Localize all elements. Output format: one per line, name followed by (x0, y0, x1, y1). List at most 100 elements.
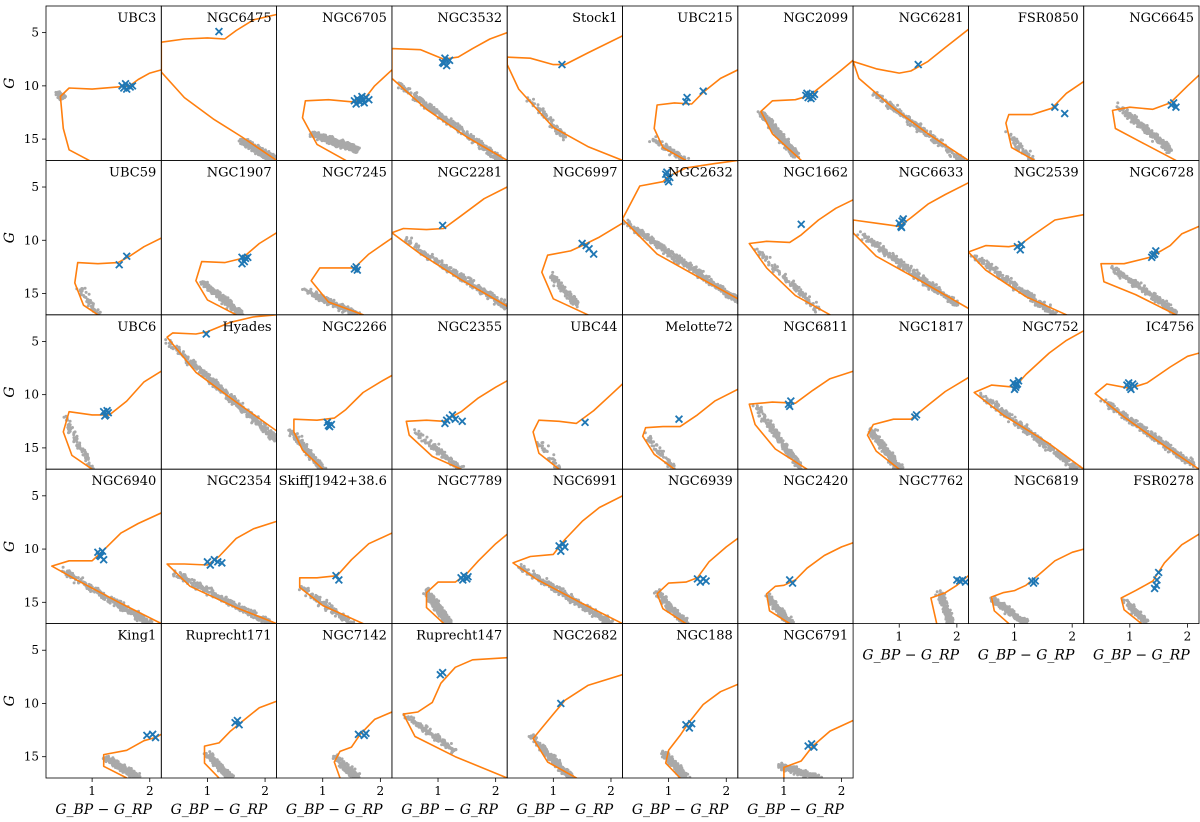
member-star (272, 162, 275, 165)
panel-title: NGC6475 (207, 11, 272, 26)
panel-content (749, 200, 853, 315)
member-star (982, 262, 985, 265)
member-star (1143, 284, 1146, 287)
member-star (409, 242, 412, 245)
member-star (466, 130, 469, 133)
panel-ngc6633: NGC6633 (853, 160, 968, 314)
member-star (549, 275, 552, 278)
member-star (721, 285, 724, 288)
member-star (537, 103, 540, 106)
member-star (906, 123, 909, 126)
member-star (426, 104, 429, 107)
member-star (665, 143, 668, 146)
panel-content (853, 29, 968, 162)
member-star (469, 279, 472, 282)
member-star (210, 291, 213, 294)
member-star (669, 146, 672, 149)
panel-title: NGC6645 (1129, 11, 1194, 26)
panel-title: UBC59 (109, 165, 156, 180)
member-star (459, 127, 462, 130)
member-star (699, 269, 702, 272)
member-star (1020, 146, 1023, 149)
member-star (645, 235, 648, 238)
y-axis-label: G (2, 78, 18, 89)
member-star (1016, 140, 1019, 143)
member-star (497, 161, 500, 164)
member-star (1029, 150, 1032, 153)
panel-title: NGC1907 (207, 165, 272, 180)
member-star (348, 146, 351, 149)
member-star (647, 237, 650, 240)
member-star (906, 120, 909, 123)
member-star (273, 161, 276, 164)
member-star (671, 257, 674, 260)
panel-title: NGC6281 (899, 11, 964, 26)
panel-title: UBC215 (677, 11, 733, 26)
member-star (1129, 114, 1132, 117)
member-star (277, 157, 280, 160)
member-star (503, 298, 506, 301)
member-star (891, 252, 894, 255)
member-star (342, 310, 345, 313)
member-star (572, 297, 575, 300)
member-star (421, 100, 424, 103)
member-star (682, 260, 685, 263)
member-star (1126, 117, 1129, 120)
member-star (774, 129, 777, 132)
member-star (1166, 144, 1169, 147)
member-star (453, 271, 456, 274)
member-star (684, 263, 687, 266)
member-star (435, 259, 438, 262)
member-star (951, 301, 954, 304)
member-star (695, 265, 698, 268)
member-star (500, 299, 503, 302)
member-star (317, 136, 320, 139)
member-star (808, 295, 811, 298)
panel-content (161, 15, 280, 167)
member-star (1116, 101, 1119, 104)
y-tick-label: 5 (31, 26, 39, 40)
member-star (725, 296, 728, 299)
member-star (97, 308, 100, 311)
member-star (876, 242, 879, 245)
member-star (940, 138, 943, 141)
member-star (692, 268, 695, 271)
y-tick-label: 15 (24, 287, 39, 301)
member-star (204, 283, 207, 286)
member-star (79, 288, 82, 291)
member-star (495, 158, 498, 161)
giant-marker (216, 28, 223, 35)
member-star (241, 143, 244, 146)
member-star (85, 291, 88, 294)
member-star (784, 278, 787, 281)
panel-title: NGC7245 (322, 165, 387, 180)
member-star (896, 104, 899, 107)
member-star (924, 134, 927, 137)
member-star (763, 112, 766, 115)
member-star (555, 132, 558, 135)
member-star (765, 257, 768, 260)
member-star (890, 256, 893, 259)
member-star (761, 251, 764, 254)
member-star (987, 266, 990, 269)
isochrone-line (507, 36, 622, 161)
panel-content (757, 60, 854, 160)
panel-content (1113, 75, 1200, 160)
panel-fsr0850: FSR0850 (968, 6, 1083, 161)
member-star (881, 250, 884, 253)
member-star (1151, 140, 1154, 143)
member-star (213, 292, 216, 295)
panel-title: FSR0850 (1018, 11, 1079, 26)
panel-title: NGC6997 (553, 165, 618, 180)
member-star (993, 271, 996, 274)
member-star (923, 278, 926, 281)
member-star (258, 152, 261, 155)
member-star (670, 250, 673, 253)
member-star (803, 294, 806, 297)
member-star (1130, 121, 1133, 124)
member-star (226, 303, 229, 306)
member-star (879, 99, 882, 102)
member-star (1030, 292, 1033, 295)
member-star (773, 124, 776, 127)
member-star (559, 134, 562, 137)
